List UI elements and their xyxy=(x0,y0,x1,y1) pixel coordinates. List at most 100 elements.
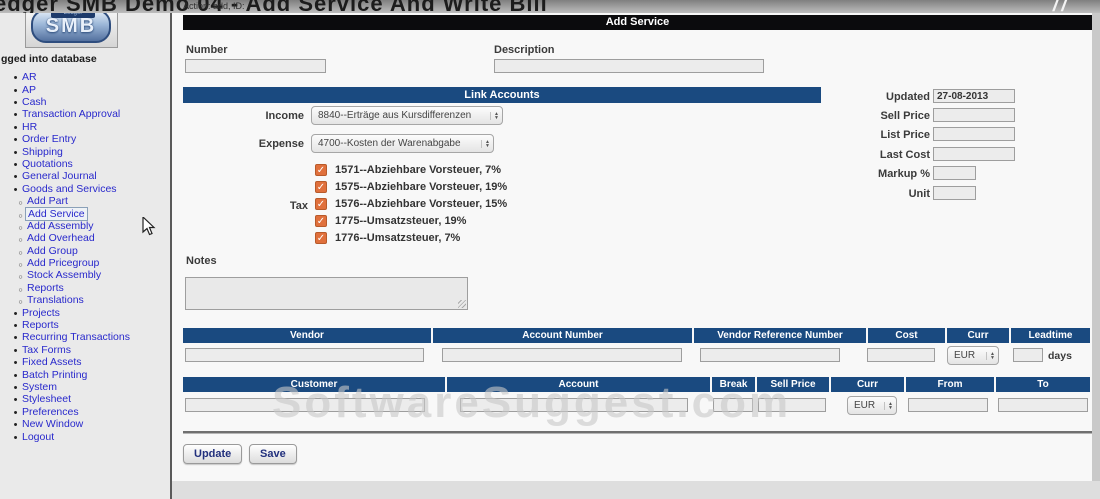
list-price-label: List Price xyxy=(880,129,930,141)
sidebar-item-transaction-approval[interactable]: Transaction Approval xyxy=(0,108,168,120)
sidebar-item-batch-printing[interactable]: Batch Printing xyxy=(0,368,168,381)
customer-currency-select[interactable]: EUR ▲ ▼ xyxy=(847,396,897,415)
to-input[interactable] xyxy=(998,398,1088,412)
sidebar-item-reports[interactable]: Reports xyxy=(0,319,168,331)
logo-small-text: Ledger xyxy=(51,9,95,18)
sidebar-item-shipping[interactable]: Shipping xyxy=(0,145,168,158)
leadtime-col-header: Leadtime xyxy=(1011,328,1090,343)
tax-checkbox-1775[interactable] xyxy=(315,215,327,227)
stepper-icon: ▲ ▼ xyxy=(481,139,490,148)
leadtime-input[interactable] xyxy=(1013,348,1043,362)
expense-select[interactable]: 4700--Kosten der Warenabgabe ▲ ▼ xyxy=(311,134,494,153)
tax-checkbox-1571[interactable] xyxy=(315,164,327,176)
updated-input[interactable] xyxy=(933,89,1015,103)
stepper-icon: ▲ ▼ xyxy=(490,111,499,120)
sidebar-item-general-journal[interactable]: General Journal xyxy=(0,170,168,182)
vendor-cost-input[interactable] xyxy=(867,348,935,362)
sidebar-item-cash[interactable]: Cash xyxy=(0,96,168,108)
income-select[interactable]: 8840--Erträge aus Kursdifferenzen ▲ ▼ xyxy=(311,106,503,125)
bullet-icon xyxy=(11,428,20,446)
notes-textarea[interactable] xyxy=(185,277,468,310)
tax-checkbox-1575[interactable] xyxy=(315,181,327,193)
sidebar-item-quotations[interactable]: Quotations xyxy=(0,158,168,170)
sidebar-menu: AR AP Cash Transaction Approval HR Order… xyxy=(0,71,168,443)
tax-label: Tax xyxy=(289,200,308,212)
link-accounts-header: Link Accounts xyxy=(183,87,821,103)
expense-label: Expense xyxy=(258,138,304,150)
login-status-text: gged into database xyxy=(1,53,97,65)
sidebar-item-goods-and-services[interactable]: Goods and Services xyxy=(0,183,168,195)
break-input[interactable] xyxy=(713,398,753,412)
vendor-currency-select[interactable]: EUR ▲ ▼ xyxy=(947,346,999,365)
customer-sell-price-input[interactable] xyxy=(758,398,826,412)
vendor-input[interactable] xyxy=(185,348,424,362)
sidebar-item-add-assembly[interactable]: Add Assembly xyxy=(0,220,168,232)
notes-label: Notes xyxy=(186,255,217,267)
sidebar-item-recurring-transactions[interactable]: Recurring Transactions xyxy=(0,331,168,343)
customer-input[interactable] xyxy=(185,398,425,412)
sidebar-item-ap[interactable]: AP xyxy=(0,83,168,96)
divider-line xyxy=(183,431,1092,434)
account-number-col-header: Account Number xyxy=(433,328,692,343)
sidebar-item-order-entry[interactable]: Order Entry xyxy=(0,133,168,145)
corner-marks: // xyxy=(1052,0,1070,13)
customer-col-header: Customer xyxy=(183,377,445,392)
number-label: Number xyxy=(186,44,228,56)
vendor-reference-number-input[interactable] xyxy=(700,348,840,362)
last-cost-input[interactable] xyxy=(933,147,1015,161)
markup-label: Markup % xyxy=(878,168,930,180)
customer-account-col-header: Account xyxy=(447,377,710,392)
customer-table-header: Customer Account Break Sell Price Curr F… xyxy=(183,377,1090,392)
sidebar-item-new-window[interactable]: New Window xyxy=(0,418,168,430)
sidebar-item-hr[interactable]: HR xyxy=(0,121,168,133)
last-cost-label: Last Cost xyxy=(879,149,930,161)
sidebar-item-preferences[interactable]: Preferences xyxy=(0,406,168,418)
description-input[interactable] xyxy=(494,59,764,73)
sell-price-input[interactable] xyxy=(933,108,1015,122)
sidebar-item-add-part[interactable]: Add Part xyxy=(0,195,168,207)
video-overlay-strip: edger SMB Demo 04 - Add Service And Writ… xyxy=(0,0,1100,13)
tax-checkbox-1576[interactable] xyxy=(315,198,327,210)
income-label: Income xyxy=(265,110,304,122)
sidebar-item-add-group[interactable]: Add Group xyxy=(0,244,168,257)
sidebar-item-system[interactable]: System xyxy=(0,381,168,393)
vendor-account-number-input[interactable] xyxy=(442,348,682,362)
sidebar: Ledger SMB gged into database AR AP Cash… xyxy=(0,0,172,499)
list-price-input[interactable] xyxy=(933,127,1015,141)
from-input[interactable] xyxy=(908,398,988,412)
sidebar-item-tax-forms[interactable]: Tax Forms xyxy=(0,344,168,356)
resize-grip-icon[interactable] xyxy=(458,300,466,308)
video-title-text: edger SMB Demo 04 - Add Service And Writ… xyxy=(0,0,548,13)
cost-col-header: Cost xyxy=(868,328,945,343)
sidebar-item-add-service[interactable]: Add Service xyxy=(0,206,168,221)
sidebar-item-ar[interactable]: AR xyxy=(0,71,168,83)
sidebar-item-add-overhead[interactable]: Add Overhead xyxy=(0,232,168,244)
vendor-col-header: Vendor xyxy=(183,328,431,343)
description-label: Description xyxy=(494,44,555,56)
save-button[interactable]: Save xyxy=(249,444,297,464)
number-input[interactable] xyxy=(185,59,326,73)
markup-input[interactable] xyxy=(933,166,976,180)
action-status-line: Action: add, ID: xyxy=(183,1,245,11)
vendor-table-header: Vendor Account Number Vendor Reference N… xyxy=(183,328,1090,343)
tax-checkbox-1776[interactable] xyxy=(315,232,327,244)
unit-input[interactable] xyxy=(933,186,976,200)
customer-curr-col-header: Curr xyxy=(831,377,904,392)
break-col-header: Break xyxy=(712,377,755,392)
sidebar-item-logout[interactable]: Logout xyxy=(0,430,168,443)
update-button[interactable]: Update xyxy=(183,444,243,464)
page-title: Add Service xyxy=(183,15,1092,30)
stepper-icon: ▲ ▼ xyxy=(884,401,893,410)
sidebar-item-reports-goods[interactable]: Reports xyxy=(0,282,168,294)
sidebar-item-add-pricegroup[interactable]: Add Pricegroup xyxy=(0,257,168,269)
sidebar-item-fixed-assets[interactable]: Fixed Assets xyxy=(0,356,168,368)
sidebar-item-translations[interactable]: Translations xyxy=(0,294,168,306)
sidebar-item-stylesheet[interactable]: Stylesheet xyxy=(0,393,168,405)
sidebar-item-projects[interactable]: Projects xyxy=(0,306,168,319)
sell-price-label: Sell Price xyxy=(880,110,930,122)
mouse-cursor-icon xyxy=(142,217,156,236)
smb-logo-badge: Ledger SMB xyxy=(31,9,111,43)
from-col-header: From xyxy=(906,377,994,392)
customer-account-input[interactable] xyxy=(460,398,688,412)
sidebar-item-stock-assembly[interactable]: Stock Assembly xyxy=(0,269,168,281)
